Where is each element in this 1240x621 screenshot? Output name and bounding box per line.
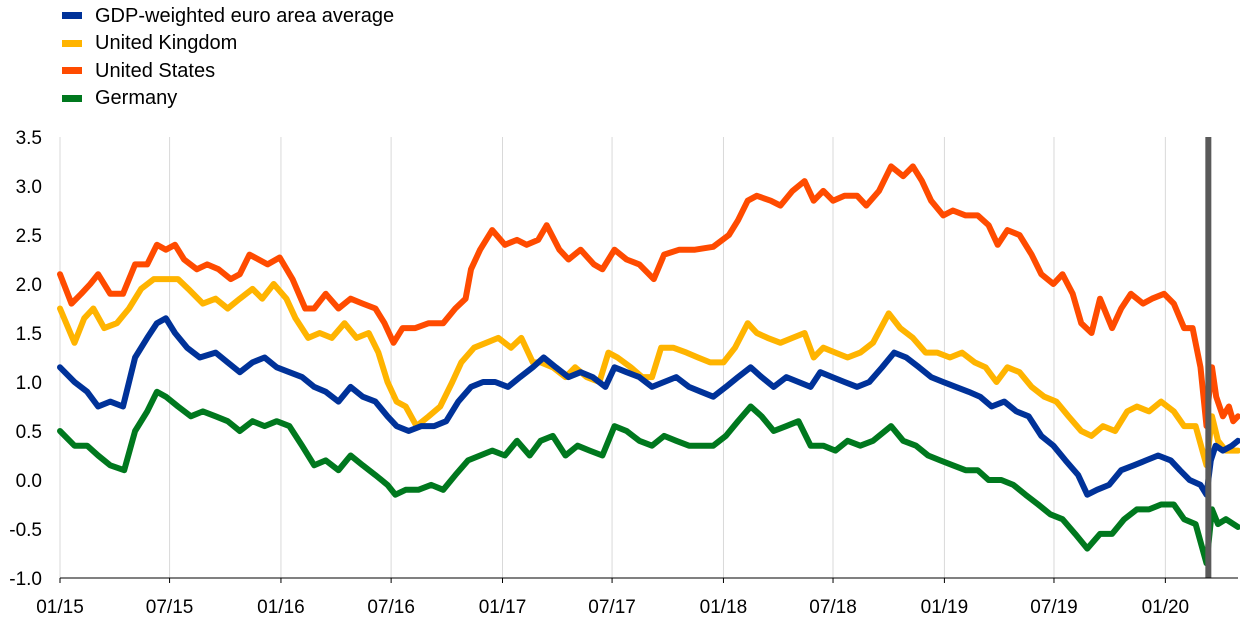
legend-swatch-united-kingdom xyxy=(62,39,82,47)
x-tick-label: 07/17 xyxy=(588,597,636,618)
legend-swatch-germany xyxy=(62,94,82,102)
legend-label-germany: Germany xyxy=(95,87,178,110)
y-tick-label: 2.0 xyxy=(16,275,42,296)
y-tick-label: -0.5 xyxy=(9,520,42,541)
chart-legend: GDP-weighted euro area average United Ki… xyxy=(62,2,394,112)
y-tick-label: 1.0 xyxy=(16,373,42,394)
x-tick-label: 01/20 xyxy=(1142,597,1190,618)
y-tick-label: 2.5 xyxy=(16,226,42,247)
x-tick-label: 01/19 xyxy=(921,597,969,618)
x-tick-label: 01/18 xyxy=(700,597,748,618)
legend-label-united-states: United States xyxy=(95,59,216,82)
x-tick-label: 07/18 xyxy=(809,597,857,618)
legend-swatch-united-states xyxy=(62,67,82,75)
y-tick-label: -1.0 xyxy=(9,569,42,590)
series-line-united-states xyxy=(57,163,1240,430)
legend-item-united-states: United States xyxy=(62,57,394,85)
legend-item-euro-area: GDP-weighted euro area average xyxy=(62,2,394,30)
legend-label-united-kingdom: United Kingdom xyxy=(95,32,238,55)
x-tick-label: 07/16 xyxy=(367,597,415,618)
x-axis: 01/15 07/15 01/16 07/16 01/17 07/17 01/18 07/18… xyxy=(36,577,1238,618)
x-tick-label: 07/15 xyxy=(146,597,194,618)
series-line-united-kingdom xyxy=(57,276,1240,469)
x-tick-label: 07/19 xyxy=(1030,597,1078,618)
x-tick-label: 01/15 xyxy=(36,597,84,618)
series-line-germany xyxy=(57,388,1240,567)
x-tick-label: 01/17 xyxy=(479,597,527,618)
y-tick-label: 0.0 xyxy=(16,471,42,492)
y-tick-label: 3.5 xyxy=(16,128,42,149)
legend-item-germany: Germany xyxy=(62,85,394,113)
series-lines xyxy=(57,163,1240,567)
x-tick-label: 01/16 xyxy=(257,597,305,618)
y-tick-label: 3.0 xyxy=(16,177,42,198)
y-tick-label: 1.5 xyxy=(16,324,42,345)
legend-swatch-euro-area xyxy=(62,12,82,20)
legend-label-euro-area: GDP-weighted euro area average xyxy=(95,4,395,27)
series-line-gdp-weighted-euro-area-average xyxy=(57,315,1240,498)
y-tick-label: 0.5 xyxy=(16,422,42,443)
y-axis: 3.5 3.0 2.5 2.0 1.5 1.0 0.5 0.0 -0.5 -1.0 xyxy=(9,128,42,590)
legend-item-united-kingdom: United Kingdom xyxy=(62,30,394,58)
